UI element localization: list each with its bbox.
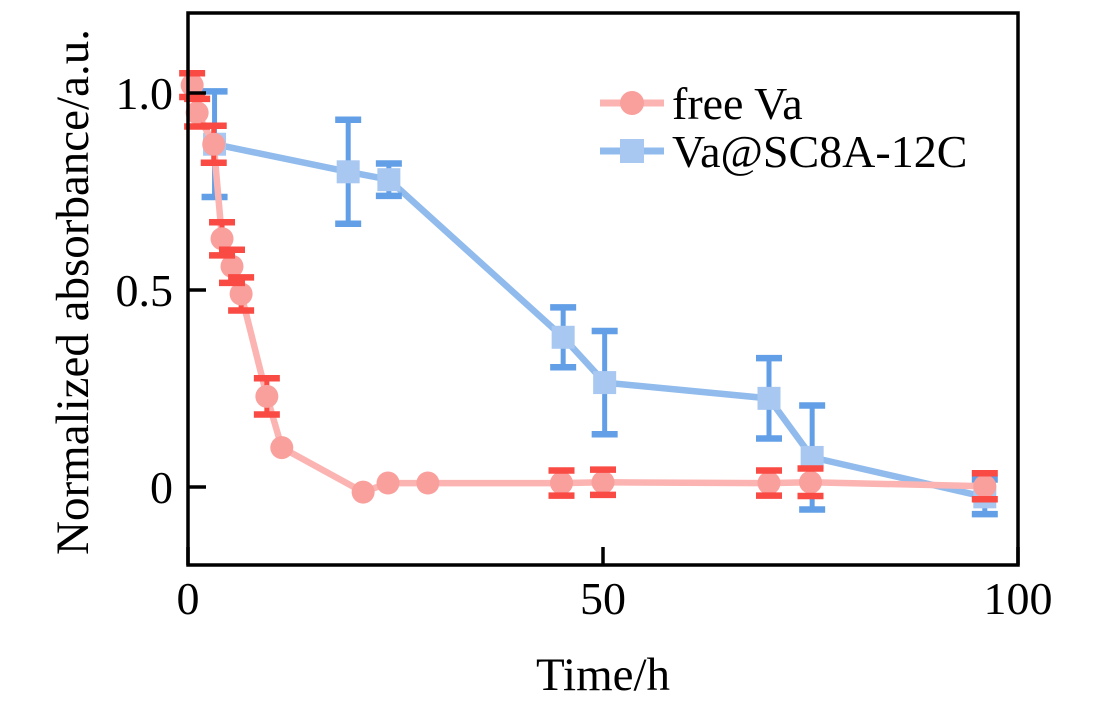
legend-marker-circle	[620, 91, 644, 115]
x-tick-label: 50	[580, 573, 626, 624]
series-line-free-va	[189, 84, 985, 496]
y-tick-label: 1.0	[116, 68, 174, 119]
series-line-va-sc8a-12c	[213, 141, 986, 501]
y-axis-title: Normalized absorbance/a.u.	[47, 29, 99, 555]
x-axis-title: Time/h	[536, 649, 670, 701]
data-point-circle	[376, 471, 400, 495]
legend-item-label: free Va	[672, 78, 803, 129]
data-point-circle	[220, 254, 244, 278]
data-point-circle	[799, 470, 822, 494]
data-point-circle	[202, 132, 226, 156]
data-point-circle	[255, 384, 279, 408]
data-point-square	[551, 325, 575, 349]
x-tick-label: 100	[984, 573, 1053, 624]
data-point-circle	[229, 282, 253, 306]
data-point-circle	[416, 471, 440, 495]
data-point-circle	[550, 471, 573, 495]
legend-marker-square	[620, 139, 644, 163]
data-point-square	[757, 386, 781, 410]
data-point-square	[800, 445, 824, 469]
data-point-circle	[591, 470, 615, 494]
y-tick-label: 0.5	[116, 265, 174, 316]
data-point-circle	[351, 480, 375, 504]
data-point-square	[336, 160, 360, 184]
data-point-square	[377, 168, 401, 192]
legend-item-label: Va@SC8A-12C	[672, 126, 967, 177]
data-point-circle	[973, 474, 997, 498]
data-point-circle	[210, 227, 234, 251]
y-tick-label: 0	[150, 462, 173, 513]
x-tick-label: 0	[177, 573, 200, 624]
data-point-circle	[270, 436, 294, 460]
data-point-circle	[185, 101, 209, 125]
data-point-square	[593, 371, 617, 395]
data-point-circle	[757, 471, 781, 495]
